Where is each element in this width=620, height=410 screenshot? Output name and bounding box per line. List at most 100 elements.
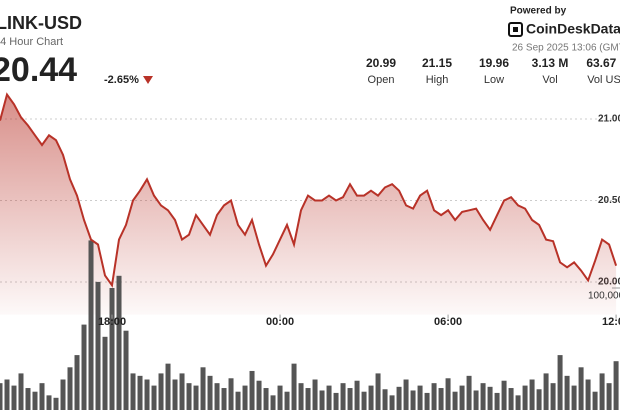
volume-bar	[60, 379, 66, 410]
volume-bar	[186, 383, 192, 410]
volume-bar	[515, 395, 521, 410]
stat-value: 63.67 M	[586, 56, 620, 70]
volume-bar	[88, 240, 94, 410]
stat-label: High	[426, 74, 449, 86]
volume-bar	[11, 385, 17, 410]
volume-bar	[606, 383, 612, 410]
volume-bar	[564, 375, 570, 410]
volume-bar	[53, 397, 59, 410]
volume-bar	[340, 383, 346, 410]
volume-bar	[438, 388, 444, 410]
volume-bar	[256, 380, 262, 410]
volume-bar	[0, 383, 3, 410]
volume-bar	[228, 378, 234, 410]
price-line	[0, 92, 618, 288]
stat-value: 21.15	[422, 56, 452, 70]
volume-bar	[151, 385, 157, 410]
volume-bar	[487, 386, 493, 410]
x-tick-label: 06:00	[434, 316, 462, 328]
volume-bar	[4, 379, 10, 410]
volume-bar	[571, 385, 577, 410]
stat-value: 19.96	[479, 56, 509, 70]
volume-bar	[298, 383, 304, 410]
price-change: -2.65%	[104, 74, 139, 86]
volume-bar	[529, 379, 535, 410]
volume-bar	[501, 380, 507, 410]
stat-value: 3.13 M	[532, 56, 569, 70]
volume-bar	[242, 385, 248, 410]
volume-bar	[67, 367, 73, 410]
powered-by: Powered by	[510, 6, 567, 17]
volume-bar	[613, 361, 619, 410]
volume-bar	[319, 390, 325, 410]
volume-bar	[466, 375, 472, 410]
volume-bar	[214, 383, 220, 410]
volume-bar	[179, 373, 185, 410]
volume-bar	[592, 391, 598, 410]
volume-bar	[333, 392, 339, 410]
volume-bar	[431, 383, 437, 410]
volume-bar	[277, 385, 283, 410]
volume-bar	[137, 375, 143, 410]
y-tick-label: 20.50	[598, 195, 620, 206]
volume-bar	[284, 391, 290, 410]
volume-bar	[508, 388, 514, 410]
volume-bar	[81, 324, 87, 410]
volume-bar	[123, 330, 129, 410]
volume-bar	[235, 391, 241, 410]
volume-bar	[396, 386, 402, 410]
volume-bar	[550, 383, 556, 410]
volume-bar	[270, 395, 276, 410]
price-area	[0, 94, 617, 315]
stats: 20.99 Open 21.15 High 19.96 Low 3.13 M Vol 63.67…	[366, 56, 620, 86]
volume-bar	[382, 389, 388, 410]
volume-bar	[375, 373, 381, 410]
volume-bar	[165, 363, 171, 410]
x-tick-label: 00:00	[266, 316, 294, 328]
x-tick-label: 12:00	[602, 316, 620, 328]
volume-bar	[522, 385, 528, 410]
volume-bar	[354, 380, 360, 410]
volume-bar	[410, 390, 416, 410]
stat-label: Low	[484, 74, 504, 86]
volume-bar	[95, 281, 101, 410]
volume-bar	[144, 379, 150, 410]
volume-bar	[403, 379, 409, 410]
volume-bar	[424, 392, 430, 410]
subtitle: 24 Hour Chart	[0, 36, 63, 48]
volume-bar	[18, 373, 24, 410]
volume-bar	[221, 388, 227, 410]
volume-bar	[158, 373, 164, 410]
volume-bar	[494, 392, 500, 410]
volume-bar	[452, 391, 458, 410]
y-tick-label: 21.00	[598, 114, 620, 125]
volume-bar	[193, 385, 199, 410]
volume-bar	[249, 370, 255, 410]
timestamp: 26 Sep 2025 13:06 (GMT)	[512, 43, 620, 54]
volume-bar	[459, 385, 465, 410]
volume-bar	[312, 379, 318, 410]
volume-bar	[207, 375, 213, 410]
volume-bar	[74, 355, 80, 410]
volume-bar	[557, 355, 563, 410]
volume-bar	[172, 379, 178, 410]
volume-bar	[25, 388, 31, 410]
volume-bar	[473, 390, 479, 410]
volume-bar	[445, 378, 451, 410]
volume-bar	[305, 388, 311, 410]
y2-tick-label: 100,000	[588, 291, 620, 302]
volume-bar	[326, 385, 332, 410]
plot-area: 20.0020.5021.00100,00018:0000:0006:0012:…	[0, 92, 620, 410]
volume-bar	[599, 373, 605, 410]
volume-bar	[116, 275, 122, 410]
volume-bar	[543, 373, 549, 410]
stat-label: Vol USD	[587, 74, 620, 86]
volume-bar	[361, 391, 367, 410]
volume-bar	[585, 379, 591, 410]
volume-bar	[109, 288, 115, 410]
volume-bar	[389, 395, 395, 410]
volume-bar	[46, 395, 52, 410]
x-tick-label: 18:00	[98, 316, 126, 328]
